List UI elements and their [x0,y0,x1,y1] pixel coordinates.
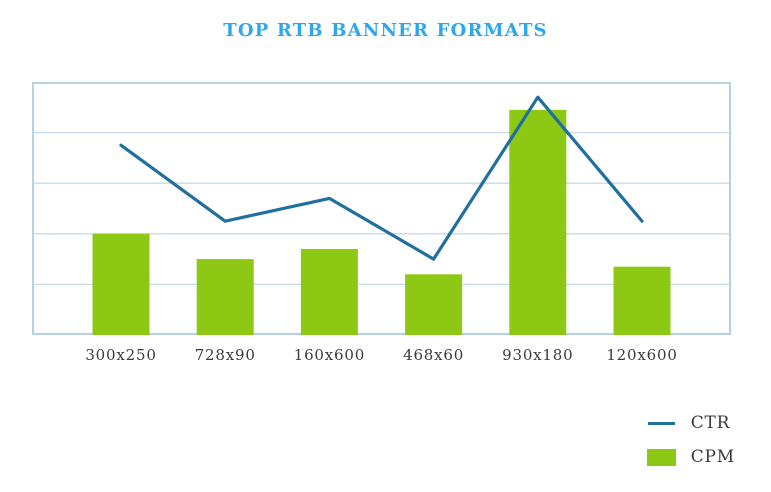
x-axis-label-728x90: 728x90 [194,346,256,364]
ctr-line [119,95,644,261]
chart-title: TOP RTB BANNER FORMATS [223,20,548,41]
legend-label-cpm: CPM [690,447,735,467]
cpm-bar-468x60 [405,274,463,335]
cpm-bar-160x600 [300,248,358,335]
ctr-line-swatch-icon [647,421,677,425]
combo-chart-svg [32,82,731,335]
cpm-bar-120x600 [613,266,671,335]
cpm-bar-300x250 [92,233,150,335]
plot-area [32,82,731,335]
legend-item-ctr: CTR [647,412,735,434]
cpm-square-swatch-icon [647,448,677,466]
x-axis-label-120x600: 120x600 [606,346,678,364]
cpm-bar-930x180 [509,109,567,335]
plot-border [32,82,731,335]
x-axis-label-300x250: 300x250 [85,346,157,364]
x-axis-label-468x60: 468x60 [403,346,465,364]
x-axis-label-160x600: 160x600 [293,346,366,364]
x-axis-labels: 300x250 728x90 160x600 468x60 930x180 120x600 [0,346,771,366]
x-axis-label-930x180: 930x180 [502,346,574,364]
legend-item-cpm: CPM [647,446,735,468]
legend-label-ctr: CTR [690,413,731,433]
cpm-bar-728x90 [196,259,254,335]
chart-legend: CTR CPM [647,412,735,468]
